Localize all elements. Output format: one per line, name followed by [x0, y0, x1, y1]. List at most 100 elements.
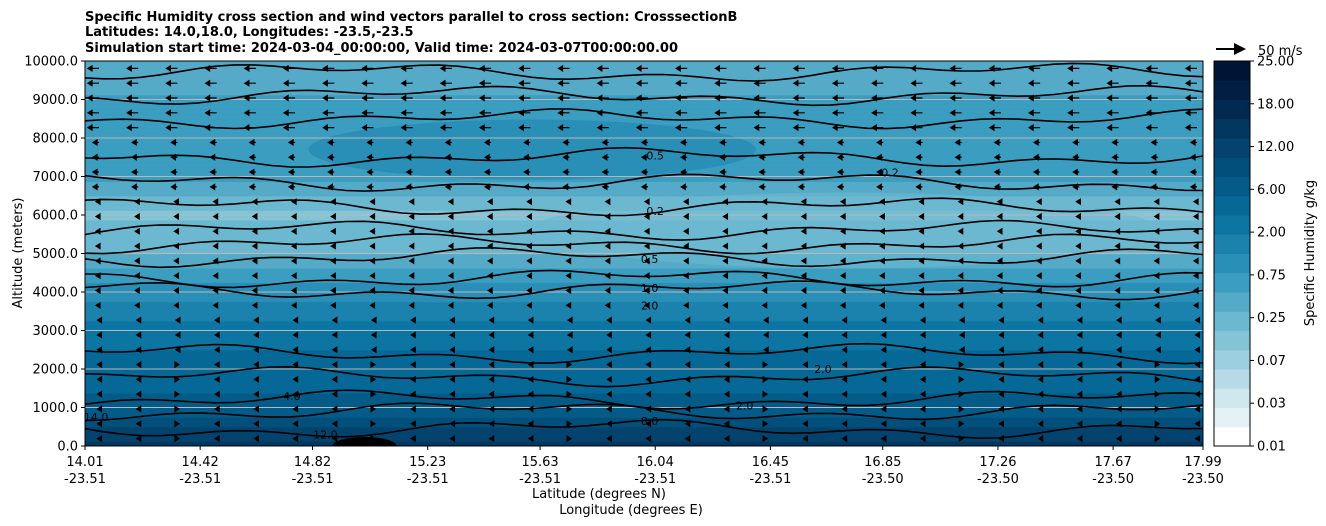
wind-vector [366, 138, 374, 147]
wind-vector [488, 390, 495, 398]
colorbar-tick-label: 0.03 [1257, 397, 1286, 412]
wind-vector [792, 124, 805, 132]
wind-vector [839, 227, 846, 235]
wind-vector [444, 138, 452, 147]
wind-vector [1076, 405, 1083, 413]
wind-vector [1153, 272, 1160, 280]
wind-vector [1154, 375, 1161, 383]
wind-vector [998, 390, 1005, 398]
wind-vector [957, 242, 964, 250]
wind-vector [753, 109, 766, 117]
wind-vector [680, 168, 688, 176]
wind-vector [361, 64, 374, 72]
wind-vector [919, 346, 926, 354]
y-tick-label: 4000.0 [33, 286, 79, 301]
wind-vector [444, 153, 452, 161]
wind-vector [998, 375, 1005, 383]
wind-vector [444, 183, 452, 191]
wind-vector [643, 242, 650, 250]
wind-vector [680, 183, 688, 191]
wind-vector [408, 242, 415, 250]
wind-vector [1115, 375, 1122, 383]
wind-vector [880, 435, 887, 443]
wind-vector [126, 94, 139, 102]
wind-vector [723, 331, 730, 339]
wind-vector [1037, 360, 1044, 369]
wind-vector [408, 198, 415, 206]
humidity-contours [85, 62, 1203, 440]
wind-vector [722, 301, 729, 309]
colorbar: 0.01 0.03 0.07 0.25 0.75 2.00 6.00 12.00 18.00 25… [1213, 55, 1294, 455]
colorbar-tick-label: 0.01 [1257, 440, 1286, 455]
wind-vector [479, 109, 492, 117]
wind-vector [684, 346, 691, 354]
wind-vector [248, 153, 256, 161]
wind-vector [802, 420, 808, 428]
wind-vector [1192, 301, 1199, 309]
wind-vector [1194, 435, 1201, 443]
wind-vector [253, 316, 259, 324]
wind-vector [214, 390, 220, 398]
wind-vector [596, 109, 609, 117]
max-humidity-core [332, 437, 397, 446]
wind-vector [919, 435, 926, 443]
humidity-band [85, 181, 1203, 187]
wind-vector [949, 94, 962, 102]
contour-line [85, 269, 1203, 289]
wind-vector [802, 405, 808, 413]
wind-vector [1067, 109, 1080, 117]
wind-vector [1194, 316, 1201, 324]
wind-vector [174, 375, 181, 383]
wind-vector [722, 227, 729, 235]
x-tick-label-lon: -23.51 [64, 472, 106, 487]
wind-vector [488, 420, 495, 428]
wind-vector [954, 168, 962, 176]
wind-vector [949, 79, 962, 87]
wind-vector [643, 301, 650, 309]
y-tick-label: 2000.0 [33, 363, 79, 378]
humidity-band [85, 70, 1203, 77]
wind-vector [910, 124, 923, 132]
humidity-band [85, 296, 1203, 303]
wind-vector [96, 316, 103, 324]
wind-vector [331, 375, 338, 383]
wind-vector [135, 316, 142, 324]
wind-vector [998, 420, 1005, 428]
wind-vector [841, 316, 848, 324]
wind-vector [635, 64, 648, 72]
wind-vector [322, 109, 335, 117]
wind-vector [836, 183, 845, 191]
wind-vector [204, 109, 217, 117]
wind-vector [918, 227, 925, 235]
wind-vector [723, 420, 730, 428]
wind-vector [949, 109, 962, 117]
wind-vector [1115, 346, 1122, 354]
wind-vector [173, 286, 180, 295]
wind-vector [1075, 212, 1081, 221]
colorbar-segment [1214, 388, 1250, 408]
wind-vector [596, 124, 609, 132]
wind-vector [722, 198, 729, 206]
wind-vector [174, 405, 181, 413]
wind-vector [1075, 286, 1081, 295]
wind-vector [601, 183, 609, 191]
wind-vector [557, 64, 570, 72]
wind-vector [214, 435, 220, 443]
wind-vector [487, 212, 493, 221]
wind-vector [871, 94, 884, 102]
wind-vector [879, 227, 885, 235]
wind-vector [1111, 138, 1119, 147]
wind-vector [209, 138, 217, 147]
wind-vector [170, 168, 178, 176]
y-tick-label: 10000.0 [24, 55, 78, 70]
wind-vector [719, 153, 727, 161]
wind-vector [918, 242, 925, 250]
wind-vector [253, 375, 259, 383]
wind-vector [251, 301, 258, 309]
wind-vector [526, 257, 532, 265]
wind-vector [1189, 138, 1197, 147]
wind-vector [643, 286, 650, 295]
wind-vector [958, 390, 965, 398]
wind-vector [761, 272, 768, 280]
x-tick-label-lon: -23.51 [749, 472, 791, 487]
